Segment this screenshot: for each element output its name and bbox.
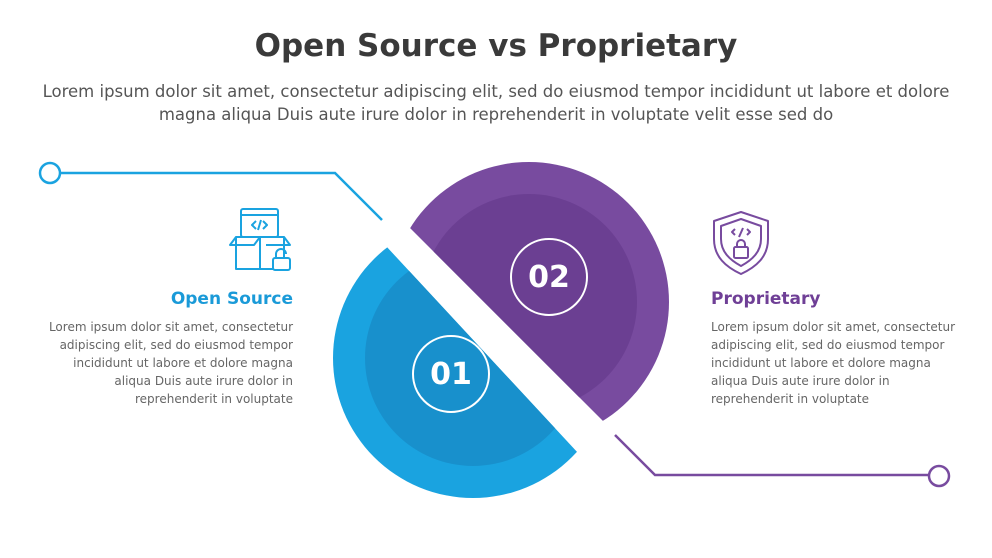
open-source-heading: Open Source xyxy=(170,289,293,309)
step-number-02: 02 xyxy=(510,238,588,316)
connector-line-proprietary xyxy=(614,434,951,488)
step-number-01: 01 xyxy=(412,335,490,413)
proprietary-heading: Proprietary xyxy=(711,289,821,309)
proprietary-description: Lorem ipsum dolor sit amet, consectetur … xyxy=(711,320,956,406)
shield-code-lock-icon xyxy=(713,211,769,275)
open-box-code-unlock-icon xyxy=(229,208,291,271)
page-title: Open Source vs Proprietary xyxy=(254,28,738,64)
page-subtitle: Lorem ipsum dolor sit amet, consectetur … xyxy=(42,82,950,124)
connector-line-open-source xyxy=(38,161,383,221)
open-source-description: Lorem ipsum dolor sit amet, consectetur … xyxy=(48,320,293,406)
